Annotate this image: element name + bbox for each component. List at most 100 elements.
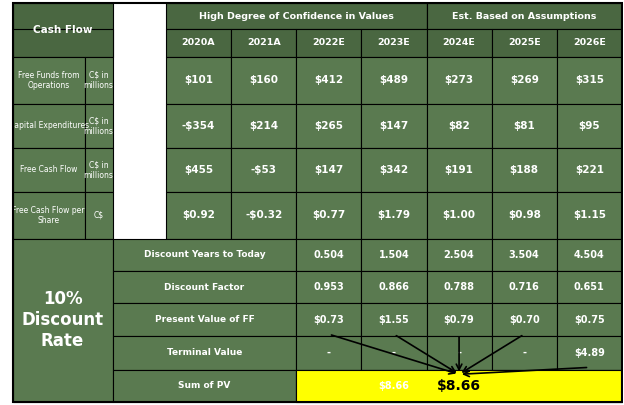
Bar (296, 239, 361, 271)
Text: 2.504: 2.504 (444, 250, 474, 260)
Bar (296, 271, 361, 303)
Text: 2025E: 2025E (508, 38, 540, 47)
Text: C$ in
millions: C$ in millions (84, 71, 114, 90)
Bar (112, 271, 296, 303)
Bar (12, 29, 112, 57)
Bar (12, 192, 85, 239)
Bar (231, 148, 296, 192)
Bar (426, 239, 492, 271)
Bar (492, 148, 557, 192)
Text: $1.00: $1.00 (442, 210, 475, 220)
Bar (296, 148, 361, 192)
Bar (361, 271, 426, 303)
Bar (12, 148, 85, 192)
Text: 0.953: 0.953 (313, 282, 344, 292)
Text: $147: $147 (314, 165, 343, 175)
Text: 1.504: 1.504 (379, 250, 409, 260)
Text: Capital Expenditures: Capital Expenditures (9, 122, 89, 130)
Bar (492, 303, 557, 336)
Text: $0.75: $0.75 (574, 315, 605, 325)
Bar (557, 29, 622, 57)
Text: $101: $101 (184, 75, 213, 85)
Text: C$ in
millions: C$ in millions (84, 116, 114, 136)
Bar (12, 239, 112, 402)
Bar (112, 336, 296, 369)
Bar (361, 303, 426, 336)
Bar (361, 369, 426, 402)
Bar (112, 239, 296, 271)
Bar (85, 192, 112, 239)
Text: $455: $455 (184, 165, 213, 175)
Bar (361, 57, 426, 104)
Text: Cash Flow: Cash Flow (33, 25, 92, 35)
Bar (426, 303, 492, 336)
Bar (492, 239, 557, 271)
Text: 2026E: 2026E (573, 38, 606, 47)
Bar (492, 271, 557, 303)
Bar (166, 104, 231, 148)
Bar (557, 303, 622, 336)
Text: $81: $81 (514, 121, 535, 131)
Bar (361, 336, 426, 369)
Text: 2023E: 2023E (378, 38, 411, 47)
Text: Present Value of FF: Present Value of FF (155, 315, 254, 324)
Text: $191: $191 (445, 165, 474, 175)
Text: $82: $82 (448, 121, 470, 131)
Bar (85, 57, 112, 104)
Bar (492, 336, 557, 369)
Text: 0.788: 0.788 (444, 282, 475, 292)
Text: $0.70: $0.70 (509, 315, 540, 325)
Bar (296, 29, 361, 57)
Text: $4.89: $4.89 (574, 348, 605, 358)
Bar (296, 104, 361, 148)
Bar (361, 148, 426, 192)
Bar (557, 271, 622, 303)
Text: $1.15: $1.15 (573, 210, 606, 220)
Text: $489: $489 (379, 75, 409, 85)
Text: Discount Factor: Discount Factor (164, 283, 245, 292)
Text: $0.92: $0.92 (182, 210, 215, 220)
Bar (426, 369, 492, 402)
Text: 0.716: 0.716 (509, 282, 540, 292)
Text: $269: $269 (510, 75, 539, 85)
Text: Free Cash Flow: Free Cash Flow (20, 165, 77, 174)
Bar (426, 148, 492, 192)
Text: $0.98: $0.98 (508, 210, 540, 220)
Text: Discount Years to Today: Discount Years to Today (144, 250, 265, 260)
Bar (557, 104, 622, 148)
Text: Est. Based on Assumptions: Est. Based on Assumptions (452, 12, 597, 21)
Text: $265: $265 (314, 121, 343, 131)
Text: $342: $342 (379, 165, 409, 175)
Text: -: - (522, 348, 526, 358)
Text: Free Funds from
Operations: Free Funds from Operations (18, 71, 79, 90)
Bar (426, 336, 492, 369)
Text: $188: $188 (510, 165, 539, 175)
Text: 2022E: 2022E (313, 38, 345, 47)
Text: -$0.32: -$0.32 (245, 210, 282, 220)
Text: 2024E: 2024E (442, 38, 475, 47)
Text: $315: $315 (575, 75, 604, 85)
Bar (426, 3, 622, 29)
Bar (166, 57, 231, 104)
Bar (12, 57, 85, 104)
Text: C$: C$ (94, 211, 104, 220)
Text: $147: $147 (379, 121, 409, 131)
Text: Sum of PV: Sum of PV (178, 381, 231, 390)
Bar (557, 57, 622, 104)
Text: 0.504: 0.504 (313, 250, 344, 260)
Bar (557, 369, 622, 402)
Bar (85, 104, 112, 148)
Text: $8.66: $8.66 (379, 381, 409, 390)
Bar (166, 3, 426, 29)
Text: 3.504: 3.504 (509, 250, 540, 260)
Bar (231, 104, 296, 148)
Text: 0.651: 0.651 (574, 282, 605, 292)
Text: C$ in
millions: C$ in millions (84, 160, 114, 179)
Bar (492, 57, 557, 104)
Text: -$354: -$354 (182, 121, 215, 131)
Text: 2020A: 2020A (182, 38, 215, 47)
Bar (426, 271, 492, 303)
Bar (231, 57, 296, 104)
Bar (112, 369, 296, 402)
Bar (231, 29, 296, 57)
